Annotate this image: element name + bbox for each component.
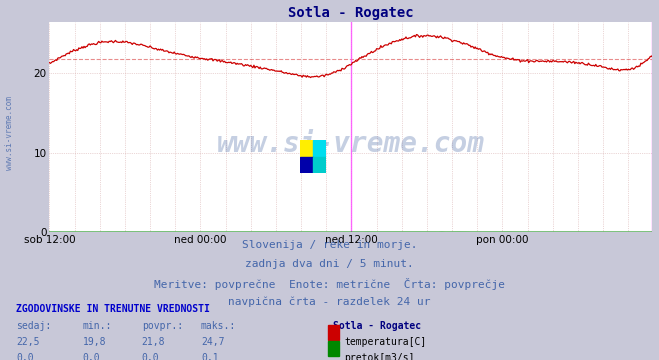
- Text: min.:: min.:: [82, 321, 112, 331]
- Bar: [313, 140, 326, 157]
- Text: Sotla - Rogatec: Sotla - Rogatec: [333, 321, 421, 331]
- Text: Slovenija / reke in morje.: Slovenija / reke in morje.: [242, 240, 417, 250]
- Text: 22,5: 22,5: [16, 337, 40, 347]
- Text: 0,0: 0,0: [16, 353, 34, 360]
- Text: 19,8: 19,8: [82, 337, 106, 347]
- Text: 0,1: 0,1: [201, 353, 219, 360]
- Title: Sotla - Rogatec: Sotla - Rogatec: [288, 6, 414, 21]
- Text: maks.:: maks.:: [201, 321, 236, 331]
- Bar: [300, 157, 313, 173]
- Text: 24,7: 24,7: [201, 337, 225, 347]
- Text: 0,0: 0,0: [82, 353, 100, 360]
- Text: 21,8: 21,8: [142, 337, 165, 347]
- Text: navpična črta - razdelek 24 ur: navpična črta - razdelek 24 ur: [228, 296, 431, 307]
- Text: 0,0: 0,0: [142, 353, 159, 360]
- Text: pretok[m3/s]: pretok[m3/s]: [344, 353, 415, 360]
- Text: zadnja dva dni / 5 minut.: zadnja dva dni / 5 minut.: [245, 259, 414, 269]
- Text: Meritve: povprečne  Enote: metrične  Črta: povprečje: Meritve: povprečne Enote: metrične Črta:…: [154, 278, 505, 289]
- Text: povpr.:: povpr.:: [142, 321, 183, 331]
- Bar: [313, 157, 326, 173]
- Text: www.si-vreme.com: www.si-vreme.com: [217, 130, 485, 158]
- Text: ZGODOVINSKE IN TRENUTNE VREDNOSTI: ZGODOVINSKE IN TRENUTNE VREDNOSTI: [16, 304, 210, 314]
- Bar: [300, 140, 313, 157]
- Text: www.si-vreme.com: www.si-vreme.com: [5, 96, 14, 170]
- Text: temperatura[C]: temperatura[C]: [344, 337, 426, 347]
- Text: sedaj:: sedaj:: [16, 321, 51, 331]
